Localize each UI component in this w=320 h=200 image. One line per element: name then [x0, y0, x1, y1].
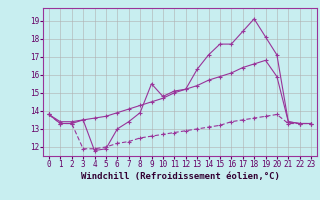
- X-axis label: Windchill (Refroidissement éolien,°C): Windchill (Refroidissement éolien,°C): [81, 172, 279, 181]
